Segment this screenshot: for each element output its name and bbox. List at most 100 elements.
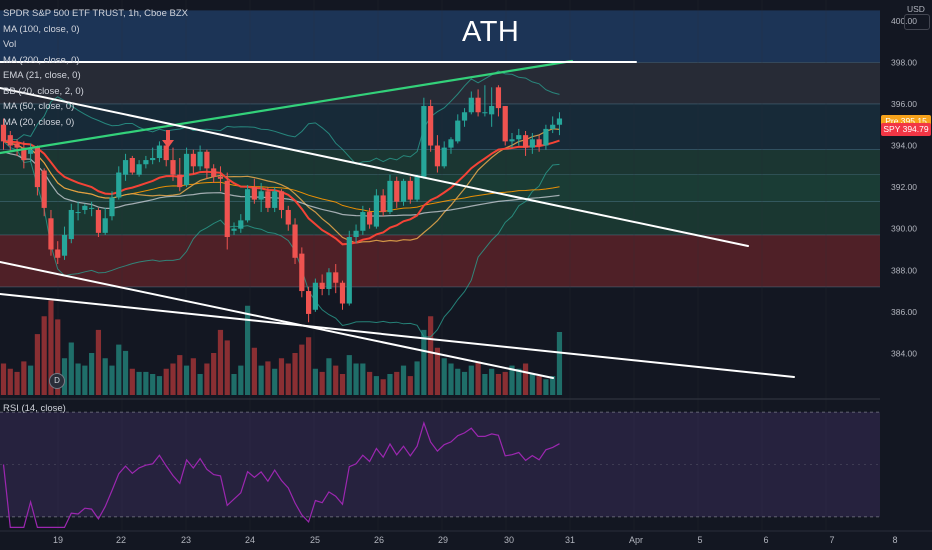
volume-bar xyxy=(394,371,400,395)
volume-bar xyxy=(41,316,47,395)
candle-body xyxy=(529,139,535,148)
volume-bar xyxy=(211,353,217,395)
candle-body xyxy=(434,145,441,167)
lower-trend-line-2 xyxy=(0,293,795,378)
dividend-marker-icon[interactable]: D xyxy=(49,373,65,389)
rsi-legend[interactable]: RSI (14, close) xyxy=(3,403,66,414)
candle-body xyxy=(339,282,346,304)
volume-bar xyxy=(543,379,549,395)
trend-lines[interactable] xyxy=(0,59,795,379)
volume-bar xyxy=(129,368,135,395)
candle-body xyxy=(428,106,434,146)
candle-body xyxy=(238,220,244,229)
candle-body xyxy=(556,118,563,125)
time-tick-label: 24 xyxy=(245,535,255,545)
volume-bar xyxy=(95,329,102,395)
candle-body xyxy=(550,124,556,129)
volume-bar xyxy=(400,365,407,395)
candle-body xyxy=(75,212,81,214)
time-tick-label: 8 xyxy=(892,535,897,545)
volume-bar xyxy=(455,368,461,395)
volume-bar xyxy=(461,371,468,395)
price-tick-label: 396.00 xyxy=(891,99,917,109)
volume-bar xyxy=(319,371,325,395)
candle-body xyxy=(170,160,176,175)
volume-bar xyxy=(177,355,183,395)
candle-body xyxy=(543,128,549,146)
ath-annotation[interactable]: ATH xyxy=(462,16,520,48)
volume-bar xyxy=(89,353,95,395)
volume-bar xyxy=(333,365,339,395)
candle-body xyxy=(489,106,495,115)
candle-body xyxy=(258,191,264,200)
volume-bar xyxy=(421,329,427,395)
candle-body xyxy=(448,139,454,148)
currency-label: USD xyxy=(907,4,925,14)
volume-bar xyxy=(170,363,176,395)
candlesticks xyxy=(0,85,563,323)
time-tick-label: 31 xyxy=(565,535,575,545)
candle-body xyxy=(536,139,542,146)
candle-body xyxy=(272,191,278,208)
candle-body xyxy=(34,147,40,188)
volume-bar xyxy=(272,368,278,395)
volume-bar xyxy=(183,365,190,395)
volume-bar xyxy=(265,361,271,395)
volume-bar xyxy=(502,371,508,395)
volume-bar xyxy=(522,363,529,395)
volume-bar xyxy=(231,374,237,395)
volume-bar xyxy=(489,368,495,395)
candle-body xyxy=(211,168,217,177)
currency-button[interactable] xyxy=(904,14,930,30)
candle-body xyxy=(414,176,420,200)
volume-bar xyxy=(387,374,393,395)
volume-bar xyxy=(516,368,522,395)
candle-body xyxy=(177,174,183,188)
candle-body xyxy=(224,180,230,237)
candle-body xyxy=(367,212,373,225)
candle-body xyxy=(516,135,522,140)
volume-bar xyxy=(0,363,7,395)
ascending-trend-line xyxy=(0,59,574,155)
candle-body xyxy=(61,234,68,256)
candle-body xyxy=(522,135,529,148)
volume-bar xyxy=(217,329,224,395)
volume-bar xyxy=(224,340,230,395)
volume-bar xyxy=(380,379,386,395)
time-tick-label: 7 xyxy=(829,535,834,545)
candle-body xyxy=(251,187,257,200)
price-axis[interactable]: 384.00 386.00 388.00 390.00 392.00 394.00 396.… xyxy=(880,0,932,530)
price-zone-0 xyxy=(0,10,880,63)
candle-body xyxy=(502,106,508,142)
candle-body xyxy=(421,106,427,177)
candle-body xyxy=(468,97,474,113)
candle-body xyxy=(7,135,13,146)
candle-body xyxy=(353,230,359,237)
volume-bar xyxy=(326,358,332,395)
candle-body xyxy=(231,228,237,231)
time-tick-label: 22 xyxy=(116,535,126,545)
price-zone-2 xyxy=(0,103,880,150)
volume-bar xyxy=(150,374,156,395)
candle-body xyxy=(461,112,468,121)
candle-body xyxy=(380,195,386,213)
last-price-tag: SPY 394.79 xyxy=(881,122,931,136)
price-tick-label: 386.00 xyxy=(891,307,917,317)
candle-body xyxy=(95,209,102,233)
time-axis[interactable]: 19 22 23 24 25 26 29 30 31 Apr 5 6 7 8 xyxy=(0,530,932,550)
candle-body xyxy=(21,147,27,161)
volume-bar xyxy=(536,376,542,395)
volume-bar xyxy=(495,374,502,395)
candle-body xyxy=(360,212,366,231)
volume-bar xyxy=(414,361,420,395)
candle-body xyxy=(129,158,135,173)
volume-bar xyxy=(197,374,203,395)
rsi-line xyxy=(2,421,560,528)
bollinger-upper-line xyxy=(3,70,560,165)
bollinger-lower-line xyxy=(3,141,560,338)
candle-body xyxy=(102,218,108,233)
candle-body xyxy=(217,176,224,179)
candle-body xyxy=(82,205,88,210)
